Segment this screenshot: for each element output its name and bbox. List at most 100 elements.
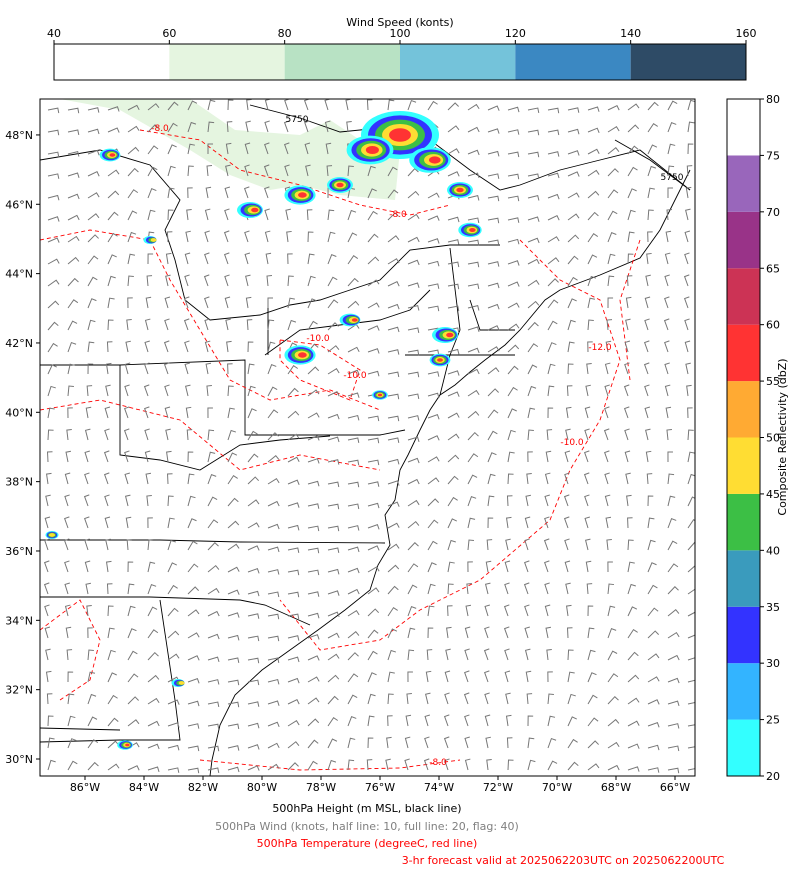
- wind-barb: [64, 516, 70, 529]
- wind-barb: [427, 349, 440, 356]
- wind-barb: [187, 100, 198, 111]
- wind-barb: [544, 516, 550, 529]
- wind-barb: [47, 759, 56, 771]
- wind-barb: [327, 717, 339, 727]
- wind-barb: [146, 495, 152, 507]
- wind-barb: [167, 539, 176, 551]
- reflectivity-colorbar-segment: [727, 155, 760, 212]
- wind-barb: [347, 481, 360, 488]
- radar-echo: [178, 681, 185, 685]
- wind-barb: [547, 257, 560, 265]
- reflectivity-colorbar-segment: [727, 324, 760, 382]
- wind-barb: [467, 347, 480, 354]
- wind-barb: [46, 451, 53, 463]
- wind-barb: [325, 142, 332, 155]
- wind-barb: [187, 745, 200, 752]
- wind-barb: [227, 452, 238, 463]
- lon-label: 72°W: [483, 781, 513, 794]
- wind-barb: [84, 516, 90, 529]
- wind-barb: [687, 724, 695, 727]
- wind-barb: [307, 760, 318, 771]
- wind-barb: [267, 432, 279, 441]
- reflectivity-colorbar-label: 70: [766, 206, 780, 219]
- wind-barb: [527, 737, 535, 749]
- wind-barb: [307, 569, 320, 576]
- wind-barb: [427, 605, 435, 617]
- wind-barb: [287, 319, 297, 331]
- wind-barb: [684, 340, 691, 353]
- boundary-line: [40, 149, 500, 321]
- lat-label: 30°N: [5, 753, 33, 766]
- wind-barb: [45, 494, 51, 507]
- wind-barb: [47, 385, 56, 397]
- wind-barb: [647, 722, 660, 728]
- wind-barb: [245, 274, 251, 287]
- wind-barb: [467, 539, 475, 551]
- wind-barb: [667, 518, 677, 529]
- wind-barb: [167, 562, 178, 573]
- wind-barb: [147, 629, 159, 639]
- reflectivity-colorbar-segment: [727, 719, 760, 776]
- wind-barb: [267, 319, 275, 331]
- wind-barb: [427, 627, 434, 639]
- wind-barb: [67, 385, 74, 397]
- wind-barb: [287, 297, 295, 309]
- wind-barb: [407, 499, 420, 507]
- wind-barb: [487, 282, 500, 289]
- wind-barb: [484, 714, 491, 727]
- wind-barb: [147, 539, 155, 551]
- wind-barb: [187, 187, 193, 199]
- wind-barb: [287, 253, 293, 265]
- wind-barb: [287, 456, 300, 463]
- wind-barb: [127, 275, 134, 287]
- wind-barb: [187, 767, 200, 774]
- radar-echo: [437, 358, 443, 362]
- wind-barb: [127, 189, 139, 199]
- wind-barb: [527, 216, 540, 222]
- wind-barb: [427, 215, 440, 221]
- wind-colorbar-segment: [54, 44, 170, 80]
- wind-barb: [547, 320, 558, 331]
- wind-barb: [427, 477, 440, 485]
- wind-barb: [67, 107, 80, 114]
- wind-barb: [327, 276, 338, 287]
- wind-barb: [147, 561, 156, 573]
- wind-barb: [647, 187, 655, 199]
- wind-barb: [167, 584, 178, 595]
- reflectivity-colorbar-segment: [727, 211, 760, 269]
- wind-barb: [207, 679, 220, 685]
- wind-barb: [227, 566, 240, 573]
- wind-barb: [164, 384, 170, 397]
- wind-barb: [584, 428, 590, 441]
- wind-barb: [47, 407, 55, 419]
- wind-barb: [87, 341, 95, 353]
- wind-barb: [687, 518, 695, 529]
- wind-barb: [167, 722, 180, 728]
- wind-barb: [585, 384, 591, 397]
- wind-barb: [647, 495, 654, 507]
- wind-colorbar-segment: [630, 44, 746, 80]
- wind-barb: [167, 607, 179, 617]
- wind-barb: [327, 390, 340, 397]
- wind-barb: [563, 516, 570, 529]
- wind-barb: [607, 764, 620, 771]
- wind-barb: [427, 283, 440, 289]
- wind-barb: [507, 217, 520, 223]
- wind-barb: [165, 252, 172, 265]
- wind-barb: [347, 459, 360, 466]
- wind-barb: [147, 606, 158, 617]
- wind-barb: [387, 166, 398, 177]
- lat-label: 38°N: [5, 476, 33, 489]
- wind-barb: [487, 195, 500, 202]
- reflectivity-colorbar-title: Composite Reflectivity (dbZ): [776, 358, 789, 515]
- wind-barb: [264, 142, 270, 155]
- wind-barb: [647, 165, 657, 177]
- wind-barb: [647, 539, 656, 551]
- wind-barb: [347, 525, 360, 531]
- wind-barb: [604, 384, 610, 397]
- radar-echo: [428, 156, 441, 164]
- wind-barb: [623, 406, 630, 419]
- wind-barb: [347, 652, 359, 661]
- wind-barb: [627, 188, 637, 199]
- wind-barb: [427, 562, 437, 573]
